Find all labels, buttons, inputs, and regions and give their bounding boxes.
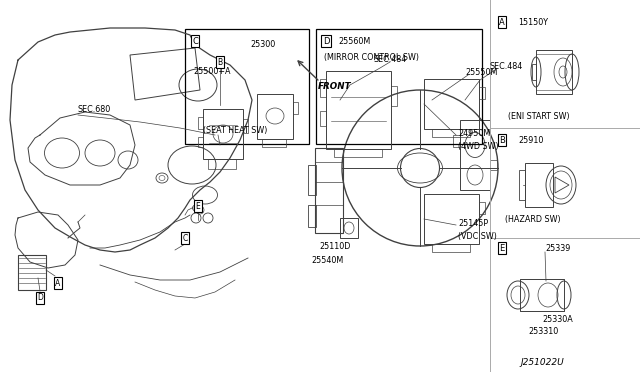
Text: (VDC SW): (VDC SW) xyxy=(458,232,497,241)
Bar xyxy=(326,71,391,149)
Text: E: E xyxy=(196,202,200,211)
Text: (4WD SW): (4WD SW) xyxy=(458,142,499,151)
Text: (MIRROR CONTROL SW): (MIRROR CONTROL SW) xyxy=(324,52,419,61)
Bar xyxy=(519,170,525,200)
Bar xyxy=(208,159,236,169)
Bar xyxy=(432,244,470,252)
Bar xyxy=(18,255,46,290)
Text: 15150Y: 15150Y xyxy=(518,17,548,26)
Bar xyxy=(315,148,343,233)
Bar xyxy=(316,29,482,144)
Bar xyxy=(334,149,382,157)
Bar xyxy=(460,120,490,190)
Text: C: C xyxy=(182,234,188,243)
Bar xyxy=(257,94,293,139)
Bar xyxy=(520,279,564,311)
Bar xyxy=(340,218,358,238)
Text: 25300: 25300 xyxy=(250,39,275,48)
Bar xyxy=(320,79,326,97)
Text: 25330A: 25330A xyxy=(542,315,573,324)
Text: E: E xyxy=(499,244,504,253)
Text: SEC.484: SEC.484 xyxy=(373,55,406,64)
Text: 25110D: 25110D xyxy=(319,242,351,251)
Bar xyxy=(185,29,309,144)
Text: B: B xyxy=(218,58,223,67)
Text: 25339: 25339 xyxy=(545,244,570,253)
Text: A: A xyxy=(499,17,505,26)
Text: C: C xyxy=(192,36,198,45)
Text: (HAZARD SW): (HAZARD SW) xyxy=(505,215,561,224)
Bar xyxy=(536,50,572,94)
Text: 25145P: 25145P xyxy=(458,219,488,228)
Text: 25550M: 25550M xyxy=(465,68,497,77)
Text: 25540M: 25540M xyxy=(312,256,344,265)
Text: D: D xyxy=(37,294,43,302)
Text: 253310: 253310 xyxy=(528,327,558,336)
Bar xyxy=(479,87,485,99)
Text: 25910: 25910 xyxy=(518,135,543,144)
Text: D: D xyxy=(323,36,329,45)
Text: A: A xyxy=(56,279,61,288)
Bar xyxy=(262,139,286,147)
Text: SEC.484: SEC.484 xyxy=(490,62,524,71)
Bar xyxy=(203,109,243,159)
Text: 25500+A: 25500+A xyxy=(193,67,230,76)
Bar xyxy=(391,86,397,106)
Bar xyxy=(320,111,326,126)
Bar xyxy=(243,119,248,133)
Bar xyxy=(453,135,460,147)
Text: 25560M: 25560M xyxy=(338,36,371,45)
Text: 24950M: 24950M xyxy=(458,129,490,138)
Bar xyxy=(479,202,485,214)
Bar xyxy=(198,137,203,147)
Bar xyxy=(424,194,479,244)
Bar xyxy=(308,205,316,227)
Text: (SEAT HEAT SW): (SEAT HEAT SW) xyxy=(203,125,268,135)
Bar xyxy=(525,163,553,207)
Bar xyxy=(424,79,479,129)
Text: B: B xyxy=(499,135,505,144)
Bar xyxy=(308,165,316,195)
Bar xyxy=(432,129,470,137)
Text: J251022U: J251022U xyxy=(520,358,564,367)
Bar xyxy=(198,117,203,129)
Text: FRONT: FRONT xyxy=(318,82,351,91)
Text: (ENI START SW): (ENI START SW) xyxy=(508,112,570,121)
Text: SEC.680: SEC.680 xyxy=(78,105,111,114)
Bar xyxy=(490,160,497,170)
Bar xyxy=(532,64,536,80)
Bar xyxy=(293,102,298,114)
